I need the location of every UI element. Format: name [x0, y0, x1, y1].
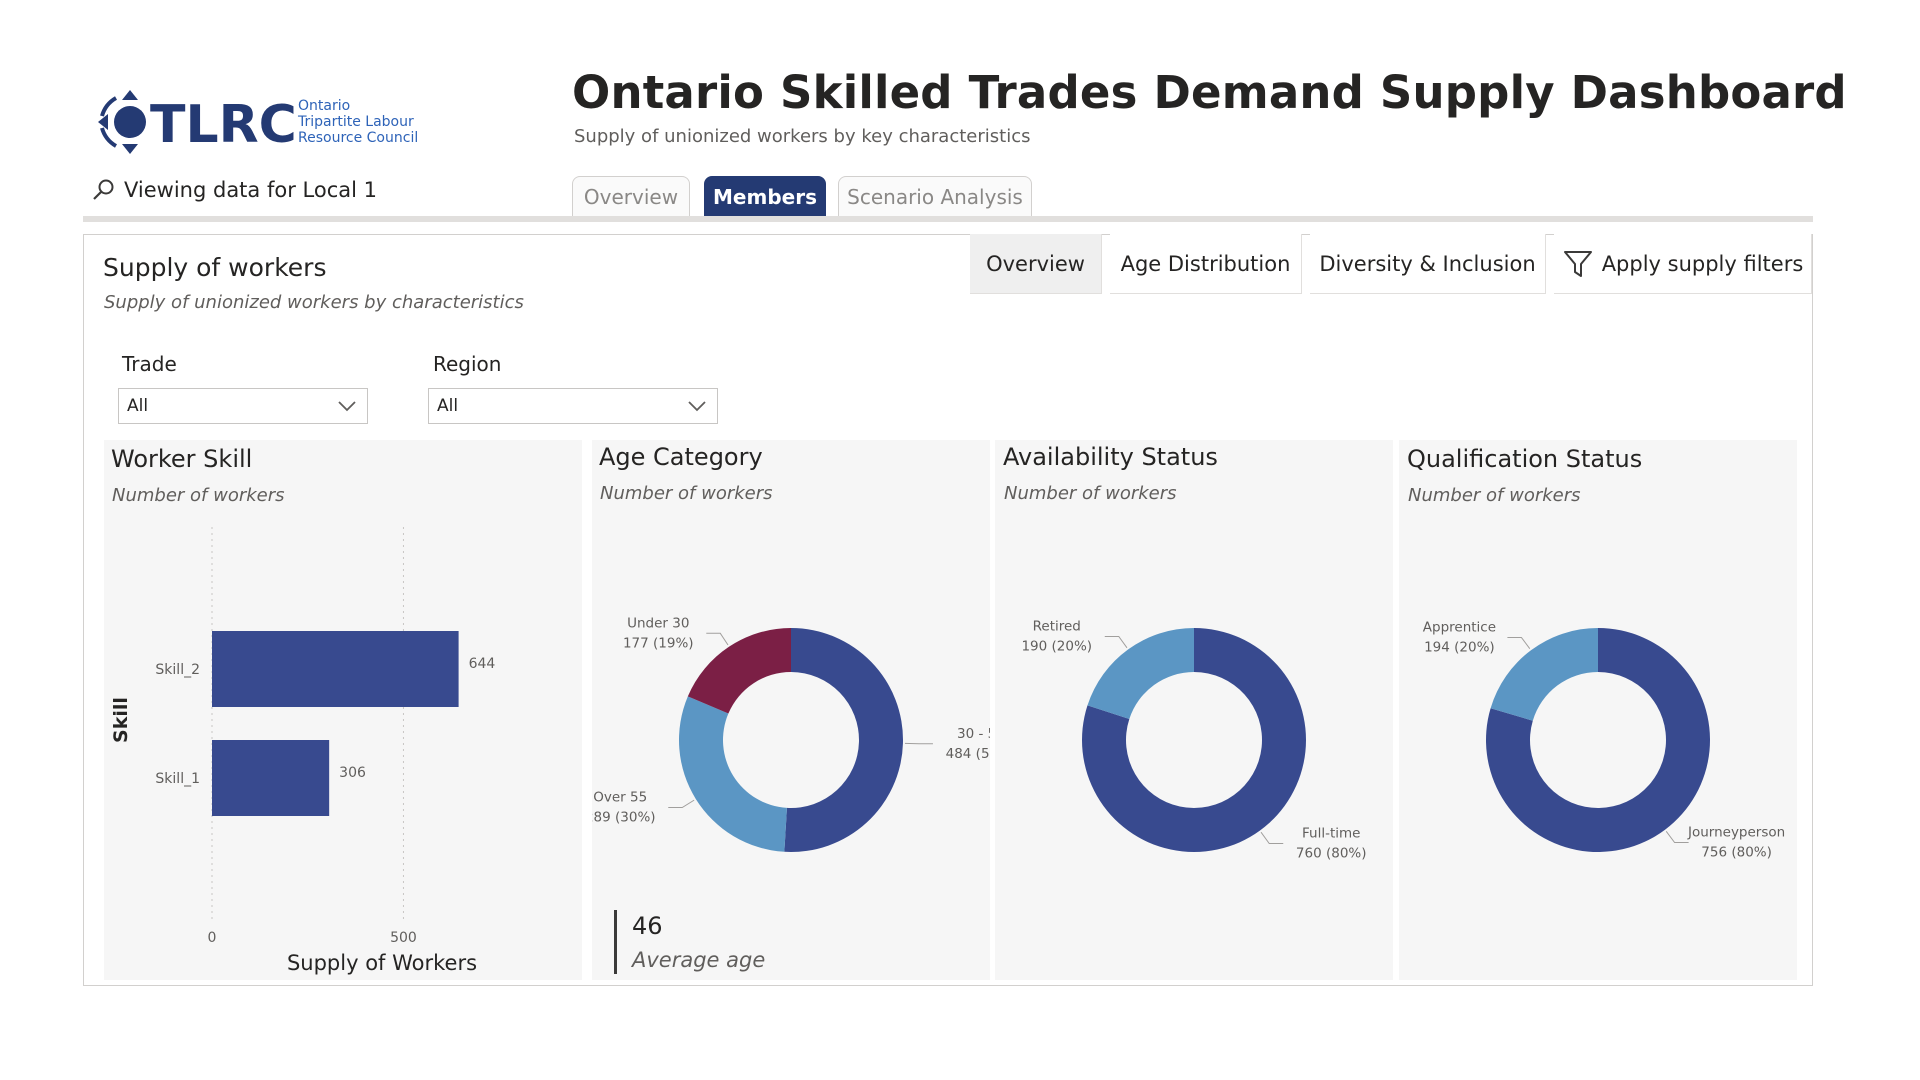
donut-slice [1082, 628, 1306, 852]
x-axis-label: Supply of Workers [287, 951, 477, 975]
slice-value-label: 190 (20%) [1021, 638, 1092, 654]
donut-slice [1486, 628, 1710, 852]
slice-category-label: Retired [1033, 618, 1081, 634]
tab-scenario-analysis[interactable]: Scenario Analysis [838, 176, 1032, 216]
data-label: 306 [339, 765, 366, 781]
slice-category-label: Apprentice [1423, 619, 1496, 635]
slice-value-label: 760 (80%) [1296, 846, 1367, 862]
x-tick-label: 0 [208, 930, 217, 946]
y-tick-label: Skill_1 [155, 771, 200, 787]
donut-slice [679, 696, 787, 852]
qualification-donut: Journeyperson 756 (80%) Apprentice 194 (20%… [1423, 619, 1785, 861]
donut-slice [687, 628, 791, 714]
average-age-value: 46 [632, 912, 663, 940]
data-label: 644 [469, 656, 496, 672]
search-icon [93, 179, 114, 200]
average-age-label: Average age [632, 948, 766, 972]
tab-members[interactable]: Members [704, 176, 826, 216]
filter-icon [1563, 250, 1592, 277]
slice-value-label: 484 (51%) [946, 746, 990, 762]
slice-value-label: 177 (19%) [623, 635, 694, 651]
tlrc-logo: TLRC Ontario Tripartite Labour Resource … [98, 90, 418, 155]
kpi-accent-bar [614, 910, 617, 974]
x-tick-label: 500 [390, 930, 417, 946]
slice-category-label: Under 30 [627, 615, 689, 631]
panel-title: Supply of workers [103, 253, 327, 282]
qualification-title: Qualification Status [1407, 445, 1643, 473]
donut-slice [1087, 628, 1194, 719]
slice-value-label: 289 (30%) [592, 810, 656, 826]
leader-line [1104, 635, 1128, 649]
availability-title: Availability Status [1003, 443, 1218, 471]
logo-line-3: Resource Council [298, 130, 418, 146]
worker-skill-title: Worker Skill [111, 445, 253, 473]
donut-slice [1490, 628, 1598, 721]
trade-filter-label: Trade [122, 352, 177, 376]
qualification-subtitle: Number of workers [1408, 485, 1581, 506]
chevron-down-icon [688, 401, 706, 412]
tab-bar-divider [83, 216, 1813, 222]
leader-line [1507, 636, 1531, 649]
region-filter-label: Region [433, 352, 502, 376]
age-category-title: Age Category [599, 443, 763, 471]
viewing-indicator: Viewing data for Local 1 [92, 178, 377, 202]
worker-skill-bar-chart: 0 500 Skill_2 644 Skill_1 306 Supply of Worker… [110, 527, 496, 975]
age-category-donut: 30 - 55 484 (51%) Over 55 289 (30%) Under 30… [592, 615, 990, 852]
slice-value-label: 756 (80%) [1701, 845, 1772, 861]
page-title: Ontario Skilled Trades Demand Supply Das… [572, 66, 1847, 119]
slice-category-label: Journeyperson [1687, 825, 1785, 841]
leader-line [1260, 831, 1284, 845]
bar [212, 631, 459, 707]
region-dropdown-value: All [437, 396, 459, 416]
age-category-card [592, 440, 990, 980]
apply-supply-filters-label: Apply supply filters [1601, 251, 1804, 276]
region-dropdown[interactable]: All [428, 388, 718, 424]
age-category-subtitle: Number of workers [600, 483, 773, 504]
y-axis-label: Skill [110, 697, 132, 743]
worker-skill-subtitle: Number of workers [112, 485, 285, 506]
subtab-overview[interactable]: Overview [970, 234, 1102, 294]
bar [212, 740, 330, 816]
slice-category-label: Over 55 [593, 790, 647, 806]
panel-subtitle: Supply of unionized workers by character… [104, 292, 524, 313]
trade-dropdown[interactable]: All [118, 388, 368, 424]
viewing-text: Viewing data for Local 1 [124, 178, 377, 202]
leader-line [1665, 831, 1689, 844]
worker-skill-card [104, 440, 582, 980]
qualification-card [1399, 440, 1797, 980]
slice-category-label: Full-time [1302, 826, 1360, 842]
y-tick-label: Skill_2 [155, 662, 200, 678]
logo-line-2: Tripartite Labour [297, 114, 414, 130]
trade-dropdown-value: All [127, 396, 149, 416]
availability-card [995, 440, 1393, 980]
apply-supply-filters-button[interactable]: Apply supply filters [1554, 234, 1812, 294]
tab-overview[interactable]: Overview [572, 176, 690, 216]
availability-subtitle: Number of workers [1004, 483, 1177, 504]
slice-category-label: 30 - 55 [957, 726, 990, 742]
donut-slice [784, 628, 903, 852]
chevron-down-icon [338, 401, 356, 412]
leader-line [706, 632, 729, 646]
page-subtitle: Supply of unionized workers by key chara… [574, 126, 1031, 147]
subtab-age-distribution[interactable]: Age Distribution [1110, 234, 1302, 294]
logo-letters: TLRC [150, 95, 297, 155]
logo-line-1: Ontario [298, 98, 350, 114]
leader-line [668, 799, 695, 809]
availability-donut: Full-time 760 (80%) Retired 190 (20%) [1021, 618, 1367, 862]
slice-value-label: 194 (20%) [1424, 639, 1495, 655]
subtab-diversity-inclusion[interactable]: Diversity & Inclusion [1310, 234, 1546, 294]
